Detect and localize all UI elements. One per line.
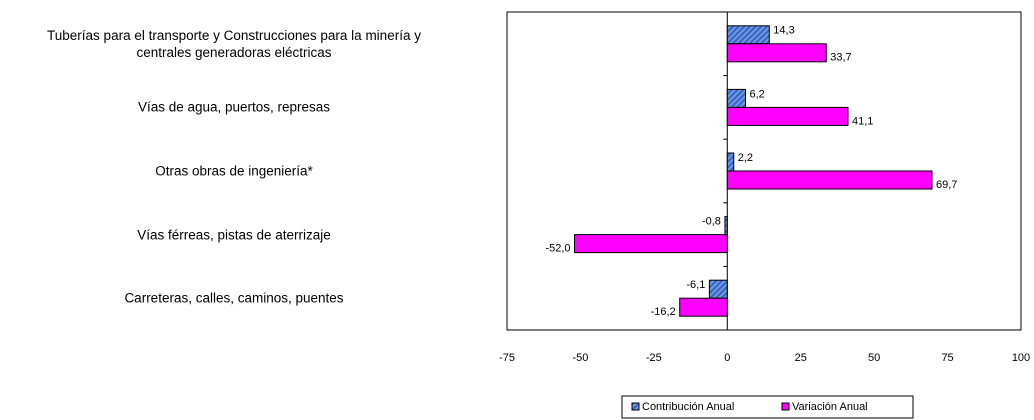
- x-tick-label: 50: [868, 352, 880, 364]
- category-label: Vías férreas, pistas de aterrizaje: [137, 227, 331, 243]
- value-label: 69,7: [936, 179, 957, 191]
- value-label: -16,2: [651, 306, 676, 318]
- x-tick-label: -75: [499, 352, 515, 364]
- bar: [726, 106, 849, 126]
- value-label: 41,1: [852, 115, 873, 127]
- x-tick-label: 100: [1012, 352, 1030, 364]
- legend-swatch: [781, 402, 790, 411]
- legend-label: Variación Anual: [792, 401, 868, 413]
- category-label: Vías de agua, puertos, represas: [137, 99, 331, 115]
- x-tick-label: 25: [795, 352, 807, 364]
- value-label: 14,3: [773, 25, 794, 37]
- bar: [726, 25, 770, 45]
- value-label: 2,2: [738, 152, 753, 164]
- category-label: Otras obras de ingeniería*: [155, 163, 313, 179]
- category-label: Tuberías para el transporte y Construcci…: [47, 27, 421, 60]
- x-tick-label: 0: [724, 352, 730, 364]
- value-label: -52,0: [545, 243, 570, 255]
- value-label: -0,8: [702, 216, 721, 228]
- value-label: 6,2: [749, 88, 764, 100]
- plot-area: [506, 11, 1022, 331]
- bar: [679, 297, 728, 317]
- legend-swatch: [631, 402, 640, 411]
- x-tick-label: 75: [941, 352, 953, 364]
- legend-box: [621, 395, 914, 419]
- bar: [726, 170, 933, 190]
- value-label: 33,7: [830, 52, 851, 64]
- bar: [726, 88, 746, 108]
- bar: [724, 216, 728, 236]
- bar: [708, 279, 728, 299]
- category-label: Carreteras, calles, caminos, puentes: [124, 290, 344, 306]
- legend-label: Contribución Anual: [642, 401, 734, 413]
- bar: [574, 234, 728, 254]
- x-tick-label: -50: [572, 352, 588, 364]
- bar: [726, 43, 827, 63]
- bar: [726, 152, 735, 172]
- value-label: -6,1: [686, 279, 705, 291]
- x-tick-label: -25: [646, 352, 662, 364]
